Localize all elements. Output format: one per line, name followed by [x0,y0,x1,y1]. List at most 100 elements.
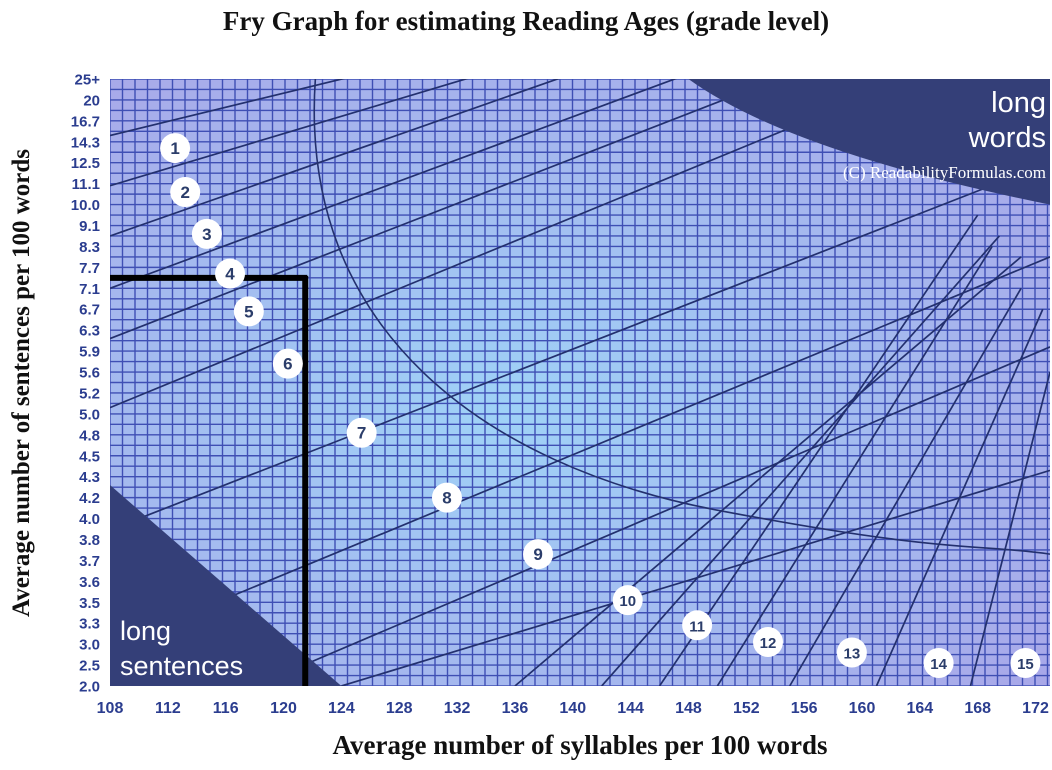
x-tick-label: 144 [617,700,644,717]
grade-label-9: 9 [533,545,542,564]
grade-boundary-line-11 [514,256,1022,686]
grade-boundary-line-10 [341,469,1050,686]
y-tick-label: 6.3 [79,323,100,340]
y-tick-label: 20 [83,92,100,109]
y-tick-label: 5.6 [79,365,100,382]
grade-boundary-line-8 [196,256,1050,612]
y-tick-label: 6.7 [79,302,100,319]
long-sentences-label-line: long [120,616,171,646]
grade-label-4: 4 [225,265,235,284]
x-tick-label: 116 [213,700,239,717]
x-axis-label: Average number of syllables per 100 word… [332,730,828,760]
grade-marker-5 [233,296,264,327]
long-sentences-label-line: sentences [120,651,243,681]
grade-label-15: 15 [1017,656,1034,673]
grade-boundary-line-4 [110,79,678,290]
grade-label-8: 8 [442,489,451,508]
y-tick-label: 7.7 [79,260,100,277]
grade-marker-3 [191,218,222,249]
x-tick-label: 152 [733,700,760,717]
x-tick-label: 128 [386,700,413,717]
grade-boundary-line-9 [254,346,1050,686]
grid-lines [110,79,1050,686]
grade-boundary-line-5 [110,79,780,340]
y-tick-label: 5.2 [79,385,100,402]
y-tick-label: 4.8 [79,427,100,444]
grade-label-5: 5 [244,302,253,321]
grade-label-14: 14 [930,656,947,673]
grade-boundary-line-12 [601,235,1001,686]
y-tick-label: 8.3 [79,239,100,256]
y-tick-label: 12.5 [71,155,100,172]
grade-label-3: 3 [202,225,211,244]
x-tick-label: 148 [675,700,702,717]
grade-boundary-line-17 [969,371,1050,686]
y-tick-label: 4.5 [79,448,100,465]
curve-boundary-line [313,79,1050,555]
grade-boundary-line-1 [110,79,346,137]
grade-boundary-line-3 [110,79,560,237]
y-tick-label: 4.2 [79,490,100,507]
grade-label-12: 12 [760,635,777,652]
grade-marker-15 [1010,647,1041,678]
y-tick-label: 10.0 [71,197,100,214]
y-tick-label: 7.1 [79,281,100,298]
grade-marker-8 [431,482,462,513]
x-tick-label: 124 [328,700,355,717]
y-tick-label: 2.0 [79,679,100,696]
y-tick-label: 16.7 [71,113,100,130]
grade-label-13: 13 [844,646,861,663]
grade-boundary-line-13 [658,214,979,686]
grade-marker-10 [612,585,643,616]
y-tick-label: 2.5 [79,658,100,675]
grade-marker-12 [753,627,783,658]
long-words-region [688,79,1050,205]
y-tick-label: 9.1 [79,218,100,235]
y-tick-label: 3.3 [79,616,100,633]
grade-marker-11 [682,610,713,641]
grade-boundary-line-7 [138,161,1050,520]
x-tick-label: 156 [791,700,818,717]
grade-marker-1 [160,133,191,164]
y-tick-label: 4.0 [79,511,100,528]
y-tick-label: 3.5 [79,595,100,612]
grade-label-1: 1 [170,139,179,158]
grade-marker-7 [346,417,377,448]
x-tick-label: 164 [906,700,933,717]
x-tick-label: 120 [270,700,297,717]
grade-marker-14 [923,647,954,678]
grade-marker-13 [836,637,867,668]
y-tick-label: 25+ [75,72,101,89]
y-tick-label: 3.0 [79,637,100,654]
credit-text: (C) ReadabilityFormulas.com [843,163,1046,182]
grade-marker-9 [523,539,554,570]
x-tick-label: 112 [155,700,181,717]
grade-boundary-line-15 [788,287,1022,686]
y-tick-label: 3.6 [79,574,100,591]
grade-label-11: 11 [689,618,705,635]
y-tick-label: 3.7 [79,553,100,570]
x-tick-label: 172 [1022,700,1049,717]
long-words-label-line: words [968,122,1046,154]
grade-label-2: 2 [180,183,189,202]
long-words-label-line: long [991,87,1046,119]
grade-label-6: 6 [283,355,292,374]
y-tick-label: 5.9 [79,344,100,361]
grade-marker-6 [272,348,303,379]
grade-label-7: 7 [357,424,366,443]
long-sentences-region [110,485,342,686]
x-tick-label: 160 [849,700,876,717]
y-tick-label: 11.1 [72,176,100,193]
y-tick-label: 3.8 [79,532,100,549]
grade-marker-4 [215,258,246,289]
y-tick-label: 14.3 [71,134,100,151]
grade-label-10: 10 [619,593,636,610]
x-tick-label: 168 [964,700,991,717]
y-tick-label: 5.0 [79,406,100,423]
x-tick-label: 140 [559,700,586,717]
x-tick-label: 132 [444,700,471,717]
grade-boundary-line-14 [716,245,993,686]
y-tick-label: 4.3 [79,469,100,486]
chart-title: Fry Graph for estimating Reading Ages (g… [222,6,830,36]
